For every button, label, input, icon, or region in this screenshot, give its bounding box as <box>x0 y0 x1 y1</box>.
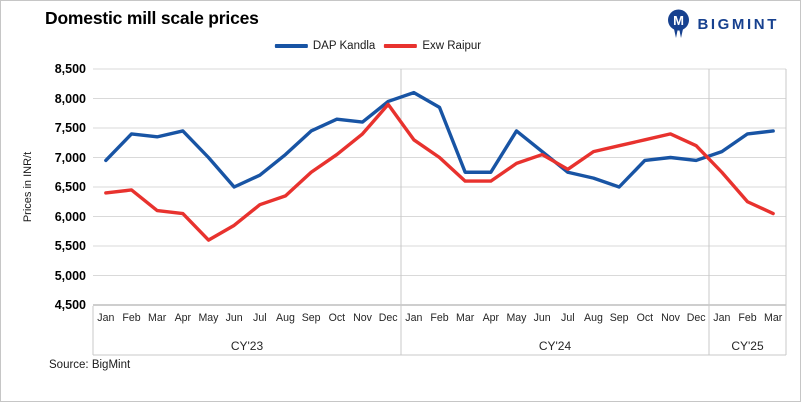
legend-swatch-blue <box>274 44 308 48</box>
x-tick-label: Feb <box>122 312 141 324</box>
series-line-exw-raipur <box>104 102 775 242</box>
x-tick-label: Mar <box>148 312 167 324</box>
year-group-label: CY'23 <box>230 339 264 353</box>
y-tick-label: 6,500 <box>54 180 86 194</box>
x-tick-label: Jun <box>533 312 551 324</box>
legend: DAP Kandla Exw Raipur <box>274 40 481 52</box>
y-tick-label: 6,000 <box>54 209 86 224</box>
x-tick-label: Dec <box>686 312 706 324</box>
y-tick-label: 8,500 <box>54 62 86 76</box>
x-tick-label: Mar <box>456 312 475 324</box>
x-tick-label: May <box>198 312 219 324</box>
x-tick-label: Jul <box>253 312 267 324</box>
bigmint-logo: M BIGMINT <box>666 9 779 40</box>
legend-label: DAP Kandla <box>312 40 376 52</box>
x-tick-label: Mar <box>764 312 783 324</box>
x-tick-label: Jan <box>405 312 423 324</box>
year-group-label: CY'24 <box>538 339 572 353</box>
x-tick-label: Apr <box>482 312 500 324</box>
bigmint-logo-text: BIGMINT <box>697 16 779 33</box>
y-tick-label: 5,000 <box>54 268 86 283</box>
x-tick-label: Oct <box>636 312 654 324</box>
source-note: Source: BigMint <box>49 359 131 371</box>
legend-swatch-red <box>384 44 418 48</box>
x-tick-label: Sep <box>301 312 321 324</box>
y-tick-label: 8,000 <box>54 91 86 106</box>
chart-title: Domestic mill scale prices <box>45 8 259 28</box>
x-tick-label: Nov <box>353 312 372 324</box>
legend-label: Exw Raipur <box>422 40 482 52</box>
svg-text:M: M <box>674 13 685 28</box>
series-line-dap-kandla <box>104 90 775 189</box>
y-tick-label: 5,500 <box>54 239 86 253</box>
x-tick-label: Jan <box>713 312 731 324</box>
x-tick-label: Feb <box>738 312 757 324</box>
x-tick-label: Jun <box>225 312 243 324</box>
x-tick-label: Aug <box>584 312 603 324</box>
x-tick-label: Oct <box>328 312 346 324</box>
y-tick-label: 4,500 <box>54 298 86 312</box>
y-tick-label: 7,000 <box>54 150 86 165</box>
legend-item-exw-raipur: Exw Raipur <box>384 40 481 52</box>
x-tick-label: Sep <box>609 312 629 324</box>
bigmint-walrus-icon: M <box>668 9 690 38</box>
x-tick-label: Jan <box>97 312 115 324</box>
x-tick-label: Jul <box>561 312 575 324</box>
legend-item-dap-kandla: DAP Kandla <box>274 40 376 52</box>
x-tick-label: May <box>506 312 527 324</box>
year-group-label: CY'25 <box>731 339 764 353</box>
x-tick-label: Dec <box>378 312 398 324</box>
x-tick-label: Nov <box>661 312 680 324</box>
y-tick-label: 7,500 <box>54 121 86 135</box>
x-tick-label: Feb <box>430 312 449 324</box>
x-tick-label: Aug <box>276 312 295 324</box>
x-tick-label: Apr <box>174 312 192 324</box>
